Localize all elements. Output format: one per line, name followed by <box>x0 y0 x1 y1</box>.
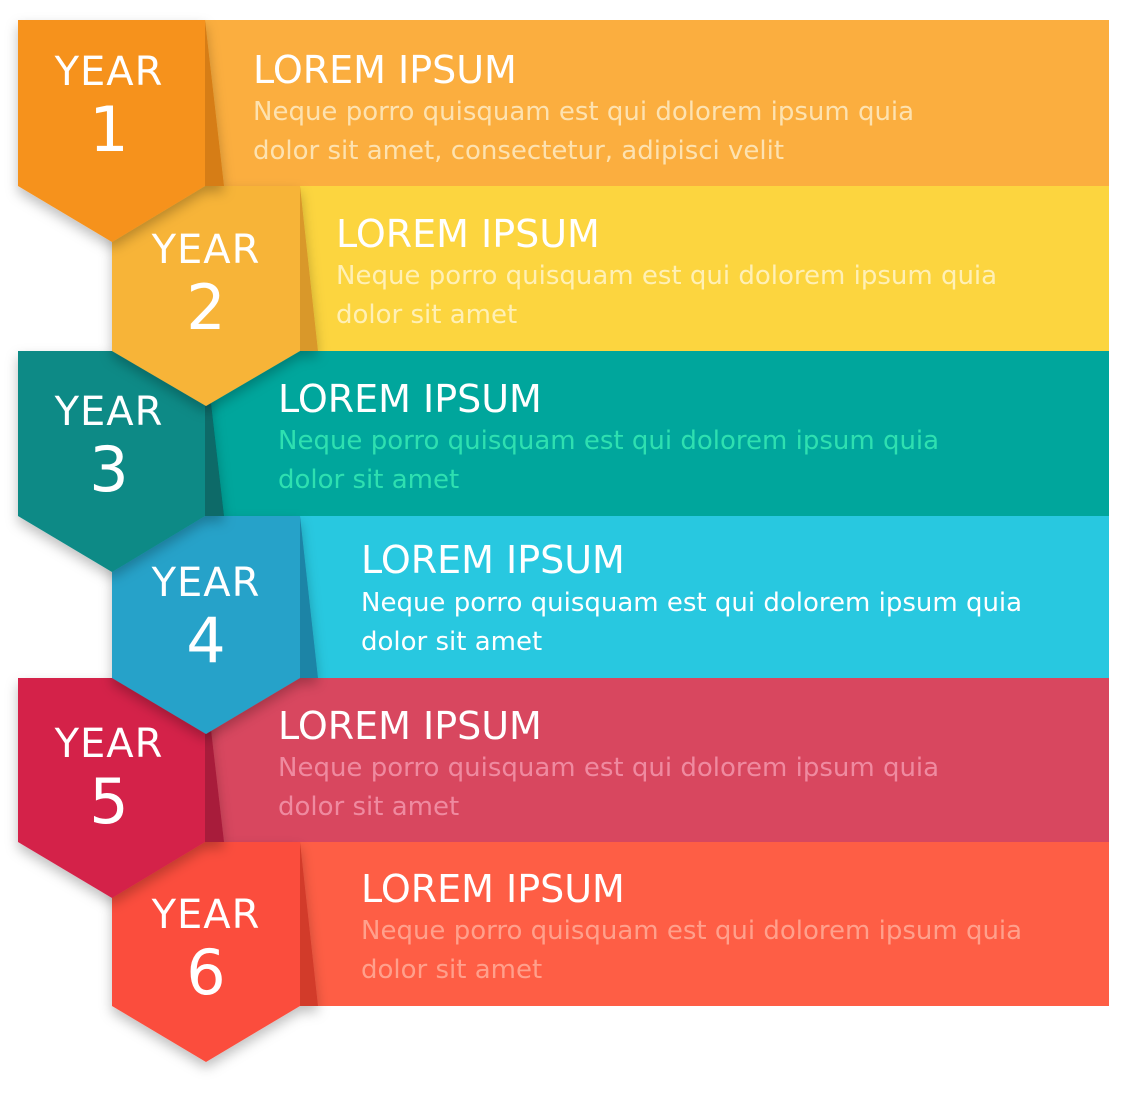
band-title: LOREM IPSUM <box>361 538 625 582</box>
tab-label-year-2: YEAR 2 <box>111 228 301 344</box>
tab-label-year-3: YEAR 3 <box>14 390 204 506</box>
year-number: 2 <box>186 271 226 344</box>
band-title: LOREM IPSUM <box>336 212 600 256</box>
band-description: Neque porro quisquam est qui dolorem ips… <box>361 588 1023 657</box>
band-year-5: LOREM IPSUM Neque porro quisquam est qui… <box>205 678 1109 842</box>
year-word: YEAR <box>151 560 261 606</box>
year-word: YEAR <box>151 227 261 273</box>
year-word: YEAR <box>54 49 164 95</box>
band-year-4: LOREM IPSUM Neque porro quisquam est qui… <box>300 516 1109 678</box>
band-year-6: LOREM IPSUM Neque porro quisquam est qui… <box>300 842 1109 1006</box>
band-year-2: LOREM IPSUM Neque porro quisquam est qui… <box>300 186 1109 351</box>
tab-label-year-4: YEAR 4 <box>111 561 301 677</box>
band-year-3: LOREM IPSUM Neque porro quisquam est qui… <box>205 351 1109 516</box>
tab-label-year-1: YEAR 1 <box>14 50 204 166</box>
tab-label-year-6: YEAR 6 <box>111 893 301 1009</box>
band-description: Neque porro quisquam est qui dolorem ips… <box>278 426 940 495</box>
band-description: Neque porro quisquam est qui dolorem ips… <box>278 753 940 822</box>
band-title: LOREM IPSUM <box>278 704 542 748</box>
year-number: 1 <box>89 93 129 166</box>
year-word: YEAR <box>54 389 164 435</box>
year-number: 5 <box>89 765 129 838</box>
year-number: 4 <box>186 604 226 677</box>
year-number: 3 <box>89 433 129 506</box>
band-description: Neque porro quisquam est qui dolorem ips… <box>253 97 915 166</box>
band-description: Neque porro quisquam est qui dolorem ips… <box>361 916 1023 985</box>
band-title: LOREM IPSUM <box>253 48 517 92</box>
year-word: YEAR <box>151 892 261 938</box>
band-description: Neque porro quisquam est qui dolorem ips… <box>336 261 998 330</box>
band-title: LOREM IPSUM <box>278 377 542 421</box>
year-number: 6 <box>186 936 226 1009</box>
band-title: LOREM IPSUM <box>361 867 625 911</box>
year-word: YEAR <box>54 721 164 767</box>
tab-label-year-5: YEAR 5 <box>14 722 204 838</box>
band-year-1: LOREM IPSUM Neque porro quisquam est qui… <box>205 20 1109 186</box>
